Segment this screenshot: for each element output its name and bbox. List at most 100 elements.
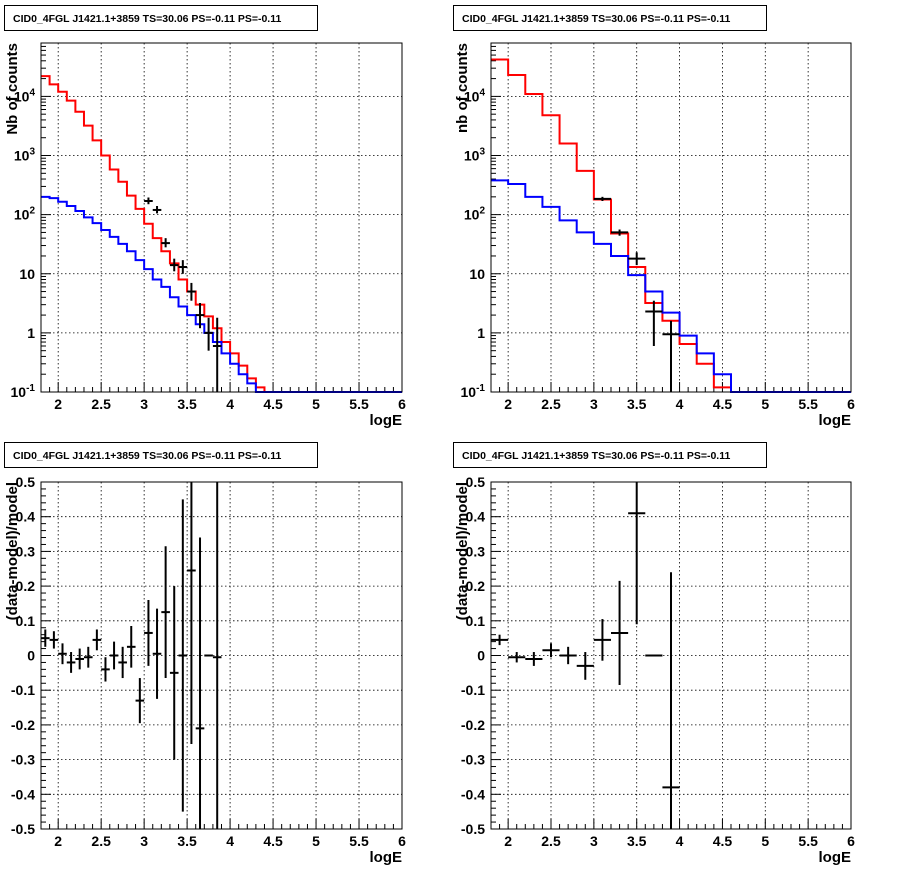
series-line-model-background [491, 179, 851, 393]
x-axis-label: logE [370, 412, 403, 429]
data-point [152, 205, 162, 214]
series-points-residuals [41, 482, 222, 829]
y-tick-label: -0.2 [461, 717, 485, 733]
data-point [195, 537, 205, 829]
x-tick-label: 5.5 [349, 833, 369, 849]
x-tick-label: 4.5 [713, 833, 733, 849]
data-point [83, 646, 93, 668]
y-tick-label: 0.1 [16, 613, 36, 629]
grid [491, 43, 851, 392]
y-tick-label: 0.3 [16, 543, 36, 559]
data-point [161, 238, 170, 248]
pad-spectrum-left: 2 2.5 3 3.5 4 4.5 5 5.5 6 10-1 1 10 102 103 104 logE Nb … [0, 0, 449, 437]
x-tick-label: 5.5 [349, 396, 369, 412]
data-point [161, 546, 170, 679]
plot-spectrum-right: 2 2.5 3 3.5 4 4.5 5 5.5 6 10-1 1 10 102 103 104 logE nb … [454, 42, 855, 429]
y-tick-label: 0.5 [16, 474, 36, 490]
data-point [542, 643, 560, 658]
x-tick-label: 2 [504, 396, 512, 412]
series-line-model-total [41, 75, 402, 393]
y-tick-label: -0.5 [461, 821, 485, 837]
pad-residuals-left: 2 2.5 3 3.5 4 4.5 5 5.5 6 -0.5 -0.4 -0.3 -0.2 -0.1 0 0.… [0, 437, 449, 875]
x-tick-label: 4 [226, 396, 234, 412]
y-tick-label: -0.1 [11, 682, 35, 698]
x-tick-label: 3 [590, 833, 598, 849]
x-tick-label: 3.5 [177, 833, 197, 849]
x-tick-label: 5 [312, 833, 320, 849]
x-tick-label: 3 [590, 396, 598, 412]
data-point [178, 260, 188, 274]
y-tick-label: -0.3 [461, 752, 485, 768]
y-tick-label: 10-1 [11, 383, 36, 400]
x-tick-label: 2.5 [91, 396, 111, 412]
data-point [66, 652, 76, 673]
plot-title: CID0_4FGL J1421.1+3859 TS=30.06 PS=-0.11… [4, 442, 318, 468]
x-tick-label: 2 [54, 396, 62, 412]
plot-title: CID0_4FGL J1421.1+3859 TS=30.06 PS=-0.11… [453, 5, 767, 31]
y-tick-label: 103 [14, 147, 36, 164]
plot-residuals-left: 2 2.5 3 3.5 4 4.5 5 5.5 6 -0.5 -0.4 -0.3 -0.2 -0.1 0 0.… [4, 474, 406, 866]
data-point [628, 482, 646, 625]
pad-residuals-right: 2 2.5 3 3.5 4 4.5 5 5.5 6 -0.5 -0.4 -0.3 -0.2 -0.1 0 0.… [449, 437, 898, 875]
y-tick-label: 0 [27, 648, 35, 664]
data-point [178, 499, 188, 812]
data-point [212, 317, 222, 392]
plot-title: CID0_4FGL J1421.1+3859 TS=30.06 PS=-0.11… [4, 5, 318, 31]
data-point [628, 252, 646, 266]
series-line-model-background [41, 195, 402, 393]
data-point [101, 657, 110, 682]
data-point [118, 646, 127, 679]
data-point [58, 643, 67, 665]
data-point [212, 482, 222, 829]
plot-spectrum-left: 2 2.5 3 3.5 4 4.5 5 5.5 6 10-1 1 10 102 103 104 logE Nb … [4, 42, 406, 429]
x-tick-label: 4.5 [263, 396, 283, 412]
x-tick-label: 5 [761, 833, 769, 849]
y-axis-label: nb of counts [454, 43, 471, 133]
y-tick-label: 0.5 [466, 474, 486, 490]
y-tick-label: 102 [14, 206, 36, 223]
data-point [195, 303, 205, 329]
data-point [508, 652, 526, 663]
y-tick-label: 1 [27, 325, 35, 341]
data-point [611, 229, 629, 236]
x-tick-label: 5.5 [798, 833, 818, 849]
y-tick-label: -0.5 [11, 821, 35, 837]
plot-frame [40, 481, 403, 830]
data-point [611, 580, 629, 685]
data-point [559, 646, 577, 665]
series-points-data [593, 196, 680, 392]
x-axis-label: logE [370, 849, 403, 866]
x-axis-label: logE [819, 849, 852, 866]
data-point [144, 197, 153, 205]
x-axis-label: logE [819, 412, 852, 429]
y-tick-label: 104 [464, 87, 486, 104]
y-tick-label: -0.3 [11, 752, 35, 768]
y-tick-label: 0 [477, 648, 485, 664]
y-tick-label: -0.4 [11, 786, 35, 802]
data-point [204, 317, 213, 351]
plot-residuals-right: 2 2.5 3 3.5 4 4.5 5 5.5 6 -0.5 -0.4 -0.3 -0.2 -0.1 0 0.… [454, 474, 855, 866]
y-axis-label: (data-model)/model [454, 482, 471, 620]
y-tick-label: 0.3 [466, 543, 486, 559]
y-tick-label: 104 [14, 87, 36, 104]
data-point [92, 629, 102, 651]
y-tick-label: 10-1 [461, 383, 486, 400]
x-tick-label: 6 [398, 833, 406, 849]
x-tick-label: 4 [226, 833, 234, 849]
grid [41, 482, 402, 829]
data-point [576, 652, 594, 680]
y-tick-label: 10 [19, 266, 35, 282]
data-point [126, 626, 136, 668]
x-tick-label: 3.5 [177, 396, 197, 412]
data-point [187, 482, 196, 744]
x-tick-label: 4.5 [713, 396, 733, 412]
series-points-residuals [491, 482, 680, 829]
y-tick-label: 10 [469, 266, 485, 282]
plot-frame [40, 42, 403, 393]
x-tick-label: 2.5 [91, 833, 111, 849]
x-tick-label: 6 [847, 396, 855, 412]
x-tick-label: 2.5 [541, 396, 561, 412]
data-point [169, 258, 179, 272]
x-tick-label: 3 [140, 396, 148, 412]
data-point [152, 608, 162, 699]
